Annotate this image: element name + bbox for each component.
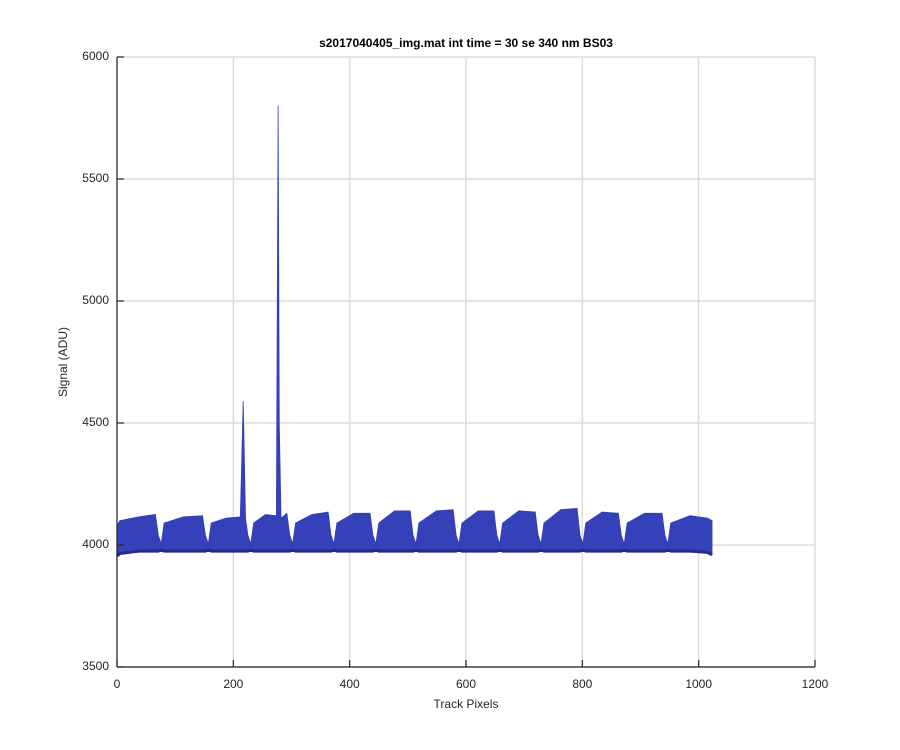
y-tick-label: 5000 <box>82 293 109 307</box>
axes: 0 200 400 600 800 1000 1200 3500 4000 4500 5000 550… <box>82 49 828 691</box>
signal-lower-edge <box>116 548 713 558</box>
y-tick-label: 5500 <box>82 171 109 185</box>
x-axis-label: Track Pixels <box>434 697 499 711</box>
x-tick-label: 600 <box>456 677 476 691</box>
y-tick-label: 6000 <box>82 49 109 63</box>
x-tick-label: 200 <box>223 677 243 691</box>
y-tick-label: 4000 <box>82 537 109 551</box>
plot-area <box>116 105 713 558</box>
y-axis-label: Signal (ADU) <box>56 327 70 397</box>
x-tick-label: 400 <box>340 677 360 691</box>
grid <box>116 56 816 668</box>
x-tick-label: 1200 <box>802 677 829 691</box>
y-tick-label: 4500 <box>82 415 109 429</box>
y-tick-label: 3500 <box>82 659 109 673</box>
x-tick-label: 800 <box>572 677 592 691</box>
x-tick-label: 0 <box>114 677 121 691</box>
x-tick-label: 1000 <box>685 677 712 691</box>
chart-title: s2017040405_img.mat int time = 30 se 340… <box>319 36 613 50</box>
